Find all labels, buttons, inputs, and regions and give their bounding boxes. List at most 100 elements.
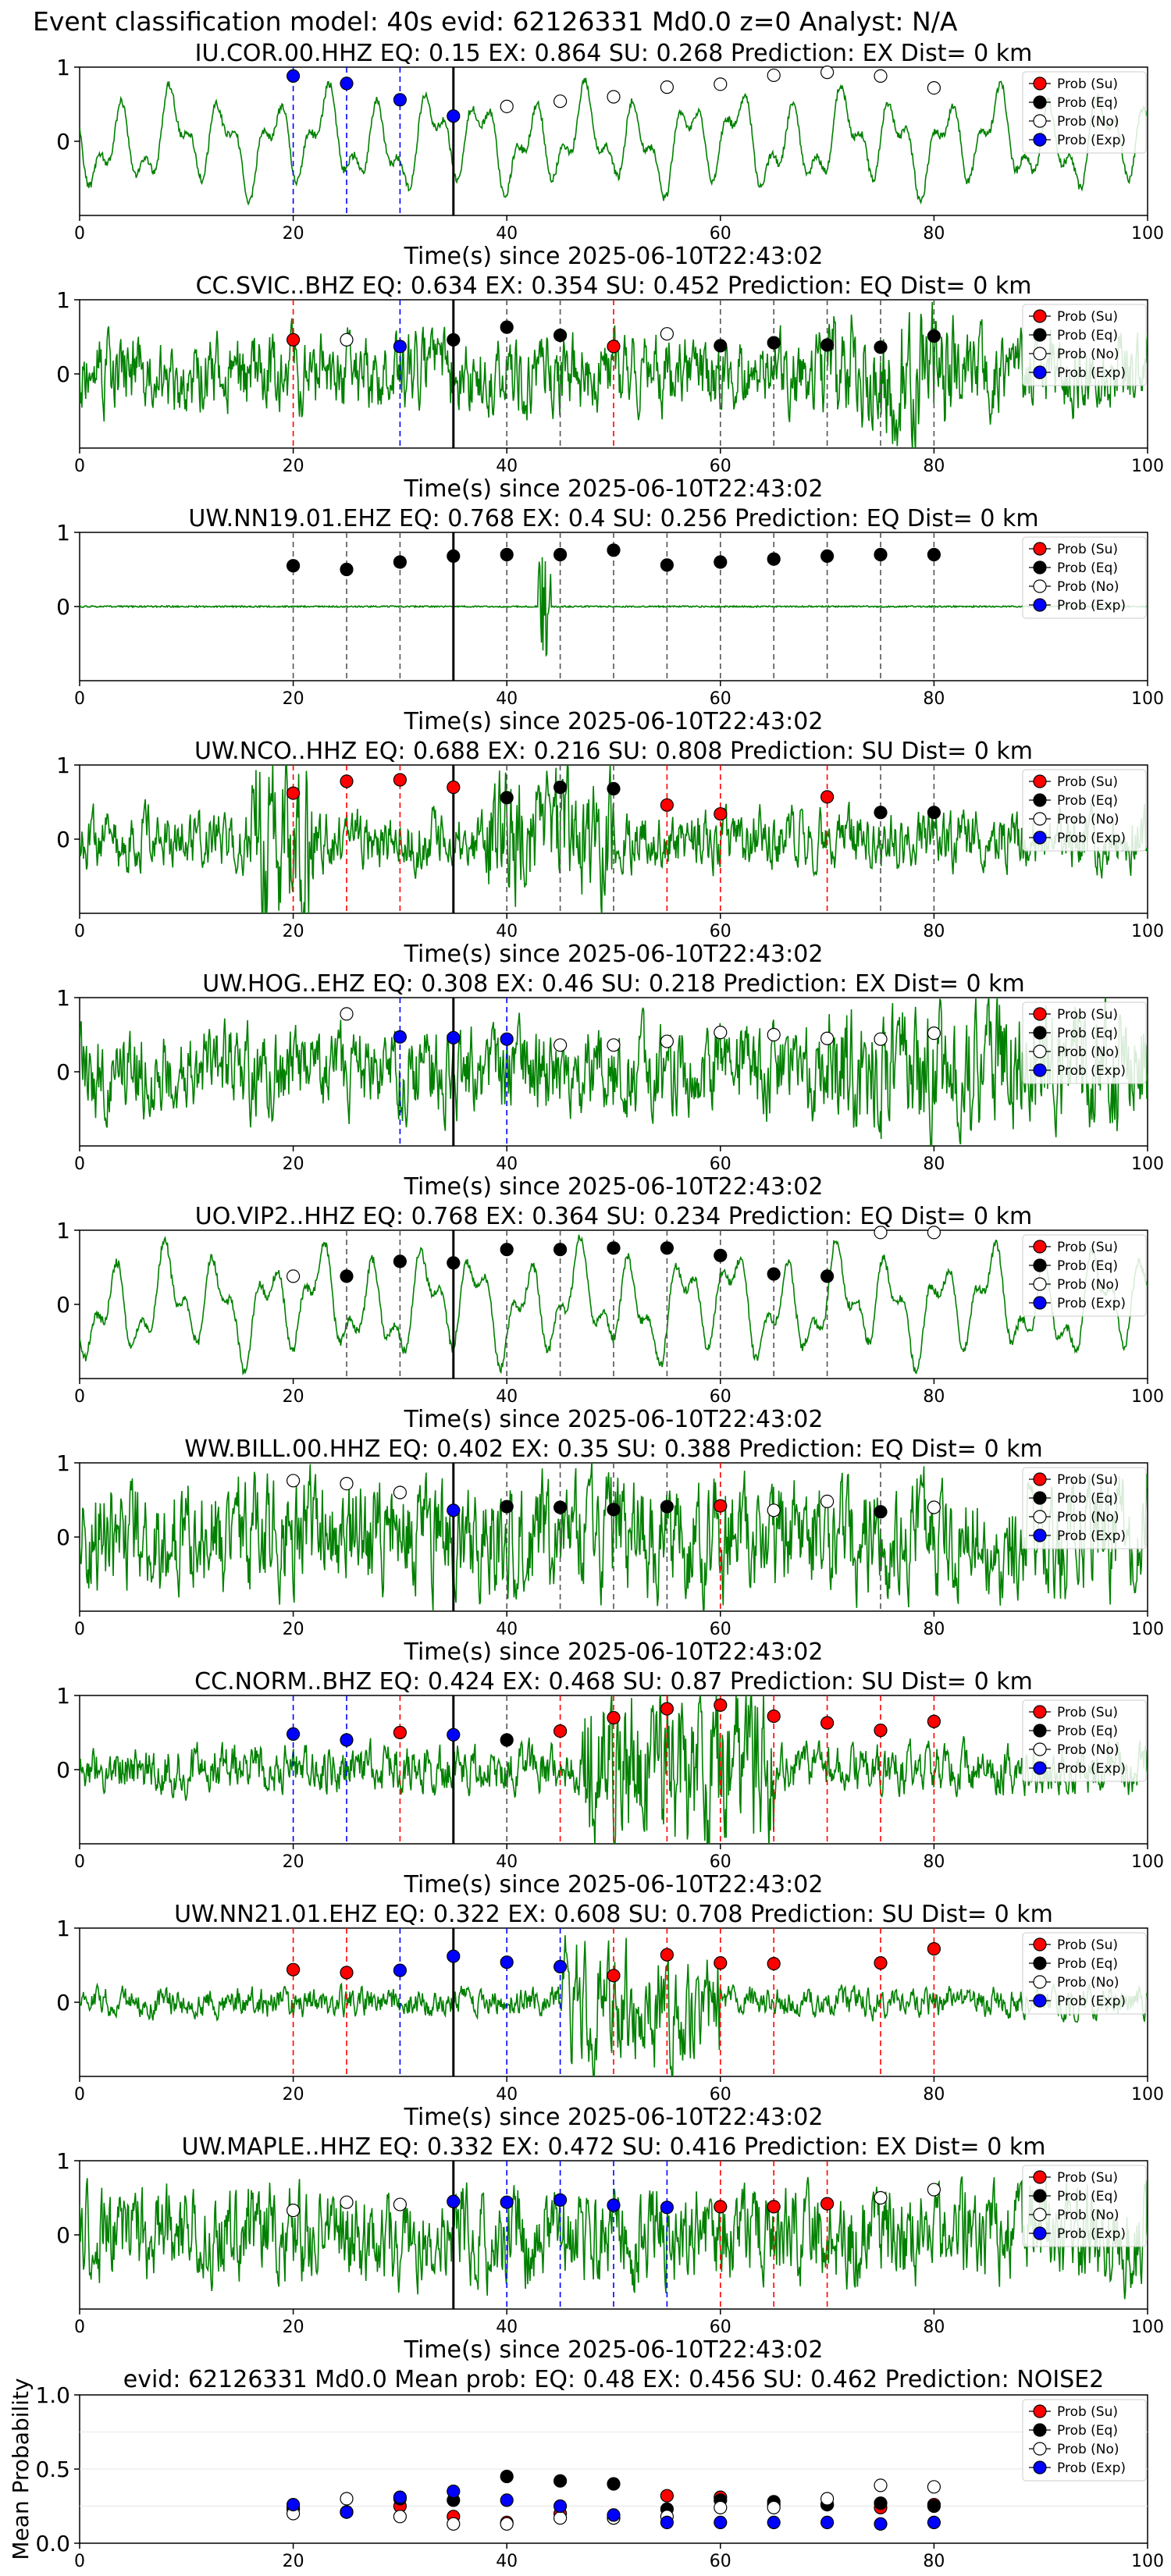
prob-marker-su: [714, 1956, 728, 1970]
legend-marker-exp: [1033, 1994, 1047, 2008]
prob-marker-su: [607, 340, 621, 354]
legend-marker-exp: [1033, 598, 1047, 612]
prob-marker-no: [820, 66, 835, 80]
prob-marker-eq: [874, 340, 888, 354]
legend-marker-eq: [1033, 95, 1047, 109]
prob-marker-eq: [553, 329, 568, 343]
x-axis-label: Time(s) since 2025-06-10T22:43:02: [404, 708, 824, 735]
legend-label: Prob (Exp): [1057, 2226, 1126, 2242]
prob-marker-no: [660, 1034, 674, 1048]
prob-marker-no: [714, 1026, 728, 1040]
prob-marker-su: [874, 1956, 888, 1970]
prob-marker-su: [393, 1725, 408, 1740]
x-axis-label: Time(s) since 2025-06-10T22:43:02: [404, 1173, 824, 1201]
y-tick-label: 0: [56, 1990, 70, 2016]
x-tick-label: 0: [74, 922, 85, 941]
legend-marker-su: [1033, 542, 1047, 556]
prob-marker-su: [820, 790, 835, 804]
y-tick-label: 0: [56, 129, 70, 155]
x-tick-label: 40: [496, 1620, 518, 1639]
x-axis-label: Time(s) since 2025-06-10T22:43:02: [404, 475, 824, 503]
legend-label: Prob (Exp): [1057, 1296, 1126, 1311]
x-axis-label: Time(s) since 2025-06-10T22:43:02: [404, 243, 824, 270]
legend-marker-no: [1033, 2442, 1047, 2456]
x-tick-label: 100: [1131, 2552, 1164, 2571]
x-tick-label: 80: [923, 1155, 945, 1174]
legend-label: Prob (No): [1057, 2442, 1119, 2457]
prob-marker-no: [553, 94, 568, 109]
x-tick-label: 60: [710, 457, 731, 476]
x-tick-label: 60: [710, 922, 731, 941]
x-tick-label: 0: [74, 1852, 85, 1872]
summary-panel: evid: 62126331 Md0.0 Mean prob: EQ: 0.48…: [8, 2366, 1164, 2571]
prob-marker-no: [340, 333, 354, 347]
legend-marker-exp: [1033, 1063, 1047, 1077]
panel-3: UW.NN19.01.EHZ EQ: 0.768 EX: 0.4 SU: 0.2…: [56, 505, 1164, 735]
y-tick-label: 1.0: [35, 2382, 70, 2408]
prob-marker-no: [287, 1269, 301, 1283]
legend-marker-eq: [1033, 1956, 1047, 1970]
prob-marker-eq: [874, 547, 888, 562]
prob-marker-eq: [553, 1500, 568, 1514]
prob-marker-eq: [607, 1503, 621, 1517]
legend-label: Prob (Exp): [1057, 1063, 1126, 1079]
y-tick-label: 0.0: [35, 2531, 70, 2556]
legend-box: [1022, 2165, 1147, 2247]
x-tick-label: 20: [283, 2085, 304, 2105]
prob-marker-no: [927, 80, 941, 95]
x-tick-label: 80: [923, 1387, 945, 1407]
legend-label: Prob (Exp): [1057, 1528, 1126, 1544]
legend-box: [1022, 1002, 1147, 1084]
legend-marker-exp: [1033, 2226, 1047, 2240]
prob-marker-su: [927, 1714, 941, 1728]
legend-marker-eq: [1033, 328, 1047, 342]
mean-prob-marker-no: [447, 2517, 461, 2531]
mean-prob-marker-exp: [714, 2515, 728, 2529]
legend-marker-eq: [1033, 560, 1047, 575]
prob-marker-eq: [714, 339, 728, 353]
legend-marker-exp: [1033, 1296, 1047, 1310]
prob-marker-su: [820, 2197, 835, 2211]
x-axis-label: Time(s) since 2025-06-10T22:43:02: [404, 1638, 824, 1666]
x-tick-label: 60: [710, 1387, 731, 1407]
mean-prob-marker-exp: [927, 2515, 941, 2529]
prob-marker-eq: [820, 1269, 835, 1283]
plot-frame: [79, 66, 1148, 216]
y-tick-label: 1: [56, 520, 70, 546]
panel-title: CC.NORM..BHZ EQ: 0.424 EX: 0.468 SU: 0.8…: [194, 1668, 1033, 1695]
prob-marker-su: [767, 2200, 781, 2214]
legend-label: Prob (No): [1057, 1510, 1119, 1525]
mean-prob-marker-eq: [874, 2496, 888, 2510]
y-tick-label: 0: [56, 361, 70, 387]
prob-marker-su: [767, 1710, 781, 1724]
x-tick-label: 80: [923, 2318, 945, 2337]
legend-label: Prob (Su): [1057, 309, 1118, 325]
legend-marker-exp: [1033, 831, 1047, 845]
x-tick-label: 80: [923, 457, 945, 476]
legend-label: Prob (Eq): [1057, 1491, 1118, 1507]
legend-marker-no: [1033, 812, 1047, 826]
prob-marker-su: [447, 780, 461, 795]
prob-marker-su: [820, 1716, 835, 1730]
panel-5: UW.HOG..EHZ EQ: 0.308 EX: 0.46 SU: 0.218…: [56, 970, 1164, 1201]
legend-marker-no: [1033, 1044, 1047, 1059]
prob-marker-eq: [447, 333, 461, 347]
legend-label: Prob (Su): [1057, 2404, 1118, 2420]
legend-marker-exp: [1033, 2460, 1047, 2475]
prob-marker-eq: [500, 1733, 514, 1747]
mean-prob-marker-su: [660, 2489, 674, 2503]
legend-box: [1022, 304, 1147, 386]
x-tick-label: 60: [710, 1620, 731, 1639]
panel-title: UW.NN21.01.EHZ EQ: 0.322 EX: 0.608 SU: 0…: [174, 1901, 1053, 1928]
legend-label: Prob (No): [1057, 1044, 1119, 1060]
prob-marker-eq: [447, 549, 461, 564]
prob-marker-eq: [660, 558, 674, 572]
prob-marker-no: [874, 69, 888, 84]
legend-label: Prob (Su): [1057, 1705, 1118, 1720]
panel-title: CC.SVIC..BHZ EQ: 0.634 EX: 0.354 SU: 0.4…: [196, 272, 1032, 300]
prob-marker-su: [287, 333, 301, 347]
x-tick-label: 20: [283, 689, 304, 709]
mean-prob-marker-exp: [447, 2484, 461, 2499]
y-tick-label: 1: [56, 985, 70, 1011]
mean-prob-marker-exp: [393, 2490, 408, 2504]
